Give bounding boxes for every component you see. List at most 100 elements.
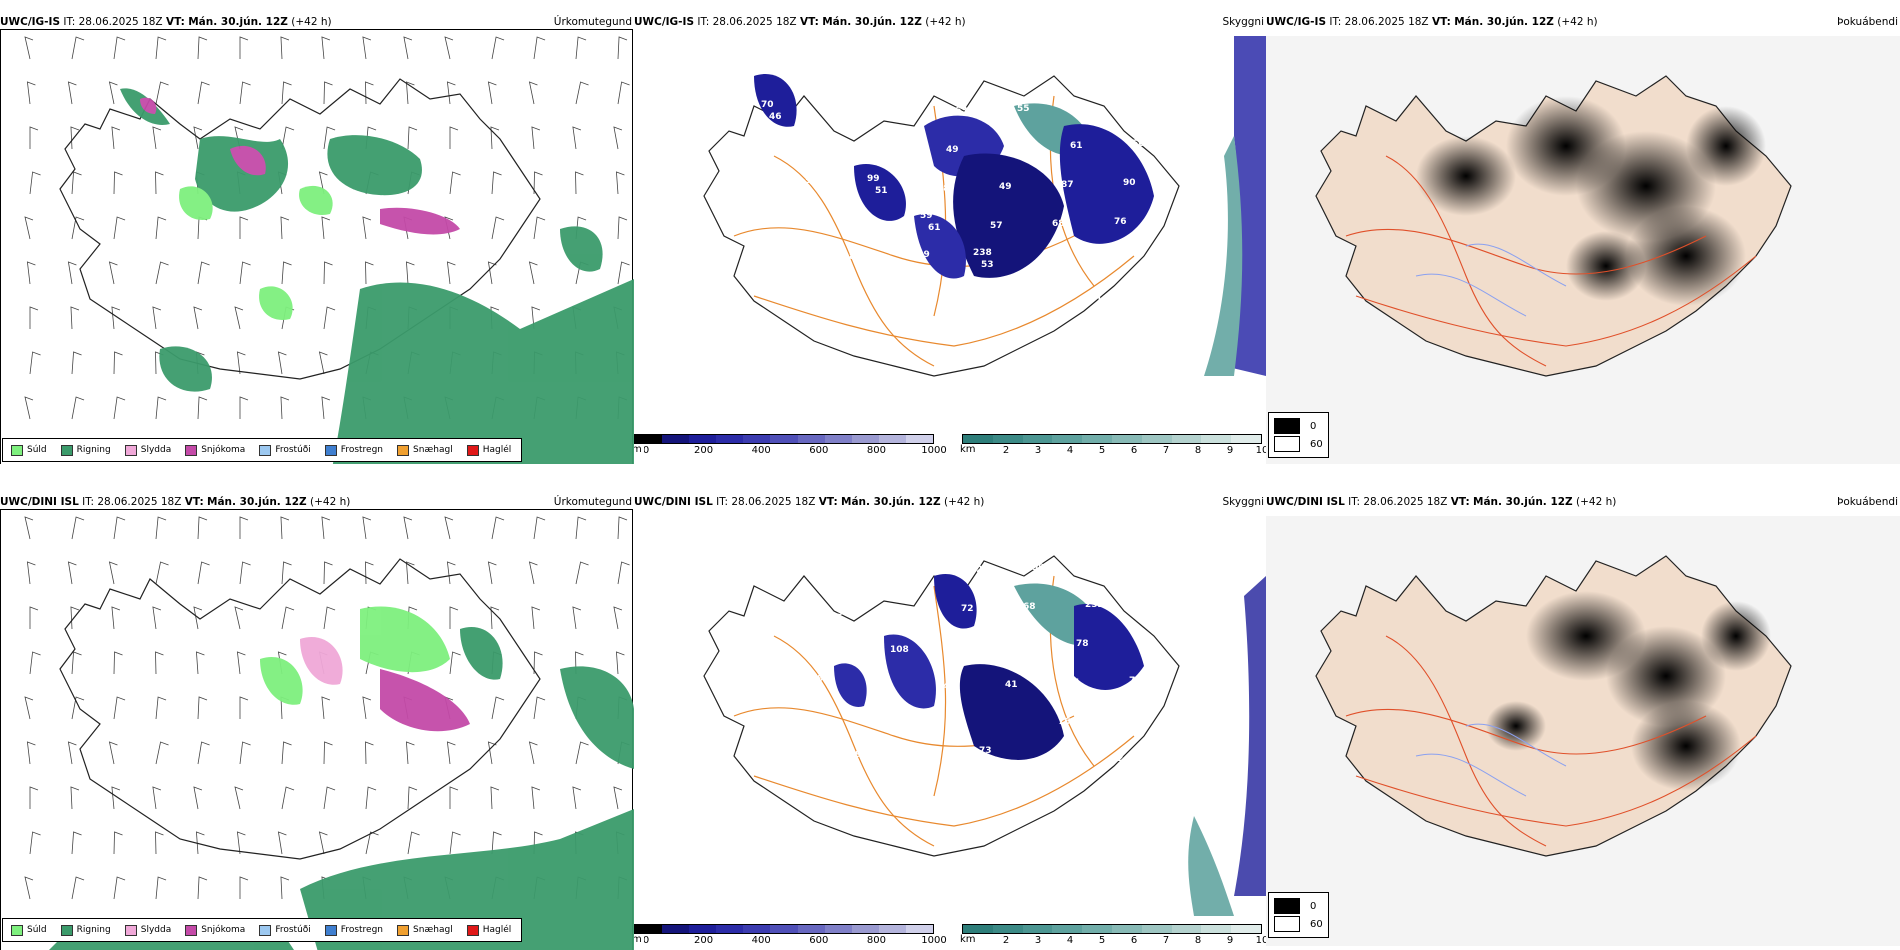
- wind-barb: [29, 831, 41, 855]
- wind-barb: [281, 741, 292, 765]
- model-name: UWC/IG-IS: [1266, 16, 1327, 28]
- legend-label: Snjókoma: [201, 445, 246, 455]
- wind-barb: [321, 36, 331, 60]
- wind-barb: [613, 126, 623, 150]
- legend-label: Slydda: [140, 445, 172, 455]
- precip-legend: Súld Rigning Slydda Snjókoma Frostúði Fr…: [2, 438, 523, 462]
- wind-barb: [155, 516, 167, 540]
- precip-map: [0, 29, 634, 464]
- rivers: [1415, 243, 1567, 317]
- cloudbase-label: 139: [911, 250, 930, 260]
- wind-barb: [111, 306, 121, 330]
- wind-barb: [281, 81, 292, 105]
- wind-barb: [528, 81, 538, 105]
- wind-barb: [195, 651, 205, 675]
- wind-barb: [531, 306, 541, 330]
- wind-barb: [239, 741, 251, 765]
- wind-barb: [323, 306, 336, 330]
- wind-barb: [24, 396, 34, 420]
- vt-label: VT:: [799, 16, 819, 28]
- cloudbase-label: 63: [917, 748, 930, 758]
- cloudbase-label: 82: [849, 252, 862, 262]
- wind-barb: [407, 786, 418, 810]
- cloudbase-label: 63: [955, 106, 968, 116]
- wind-barb: [155, 81, 169, 105]
- panel-title: Úrkomutegund: [553, 16, 632, 28]
- wind-barb: [29, 171, 41, 195]
- it-label: IT:: [1329, 16, 1342, 28]
- wind-barb: [71, 216, 85, 240]
- colorbar-cell: [851, 925, 879, 933]
- colorbar-tick: 800: [866, 445, 886, 456]
- model-name: UWC/DINI ISL: [634, 496, 713, 508]
- wind-barb: [617, 36, 628, 60]
- wind-barb: [113, 516, 126, 540]
- ceiling-map: 70 70 99 59 238 55 63 56 54 68 139 53 55 61 90 99 82 49 63…: [703, 36, 1266, 377]
- wind-barb: [403, 36, 413, 60]
- cloudbase-label: 99: [867, 174, 880, 184]
- cloudbase-label: 43: [784, 571, 797, 581]
- fog-legend-label: 60: [1310, 438, 1323, 450]
- wind-barb: [490, 786, 500, 810]
- colorbar-cell: [963, 435, 993, 443]
- fog-blobs: [1486, 591, 1771, 791]
- wind-barb: [197, 561, 210, 585]
- fog-legend-label: 0: [1310, 420, 1317, 432]
- lead-time: (+42 h): [944, 496, 985, 508]
- cloudbase-label: 70: [761, 100, 774, 110]
- wind-barb: [108, 81, 118, 105]
- cloudbase-label: 110: [1008, 143, 1027, 153]
- wind-barb: [403, 516, 413, 540]
- model-name: UWC/DINI ISL: [1266, 496, 1345, 508]
- wind-barb: [108, 561, 118, 585]
- wind-barb: [323, 126, 336, 150]
- wind-barb: [362, 216, 372, 240]
- colorbar-cell: [797, 925, 825, 933]
- colorbar-tick: 0: [642, 935, 650, 946]
- cloudbase-label: 70: [814, 137, 827, 147]
- wind-barb: [113, 831, 123, 855]
- fog-legend-row: 60: [1274, 436, 1323, 452]
- colorbar-cell: [824, 435, 852, 443]
- valid-time: Mán. 30.jún. 12Z: [188, 16, 288, 28]
- colorbar-cell: [878, 925, 906, 933]
- colorbar-cell: [716, 925, 744, 933]
- wind-barb: [281, 261, 292, 285]
- cloudbase-label: 26: [758, 637, 771, 647]
- colorbar-tick: 0: [642, 445, 650, 456]
- wind-barb: [152, 126, 162, 150]
- cloudbase-label: 91: [899, 606, 912, 616]
- cloudbase-label: 72: [961, 604, 974, 614]
- wind-barb: [487, 741, 497, 765]
- visibility-colorbar: 12345678910 km: [960, 924, 1266, 948]
- visibility-unit: km: [960, 934, 978, 945]
- fog-legend-label: 0: [1310, 900, 1317, 912]
- valid-time: Mán. 30.jún. 12Z: [822, 16, 922, 28]
- legend-label: Súld: [27, 445, 47, 455]
- cloudbase-label: 57: [990, 221, 1003, 231]
- colorbar-cell: [635, 435, 663, 443]
- colorbar-tick: 6: [1130, 445, 1138, 456]
- precip-type-panel-bottom: UWC/DINI ISL IT: 28.06.2025 18Z VT: Mán.…: [0, 494, 634, 950]
- legend-swatch: [124, 924, 137, 936]
- fog-legend: 0 60: [1268, 892, 1329, 938]
- visibility-ticks: 12345678910: [962, 934, 1266, 948]
- legend-swatch: [185, 444, 198, 456]
- wind-barb: [236, 831, 246, 855]
- legend-label: Frostúði: [275, 445, 311, 455]
- wind-barb: [487, 561, 497, 585]
- wind-barb: [575, 561, 589, 585]
- ceiling-panel-top: UWC/IG-IS IT: 28.06.2025 18Z VT: Mán. 30…: [634, 14, 1266, 464]
- wind-barb: [280, 36, 290, 60]
- colorbar-tick: 2: [1002, 445, 1010, 456]
- cloudbase-blobs: [834, 574, 1144, 760]
- panel-header: UWC/DINI ISL IT: 28.06.2025 18Z VT: Mán.…: [634, 494, 984, 510]
- colorbar-cell: [797, 435, 825, 443]
- wind-barb: [449, 126, 459, 149]
- legend-label: Snæhagl: [413, 925, 453, 935]
- wind-barb: [71, 396, 85, 420]
- wind-barb: [531, 786, 541, 810]
- colorbar-cell: [1082, 435, 1112, 443]
- cloudbase-label: 60: [926, 709, 939, 719]
- wind-barb: [531, 126, 541, 150]
